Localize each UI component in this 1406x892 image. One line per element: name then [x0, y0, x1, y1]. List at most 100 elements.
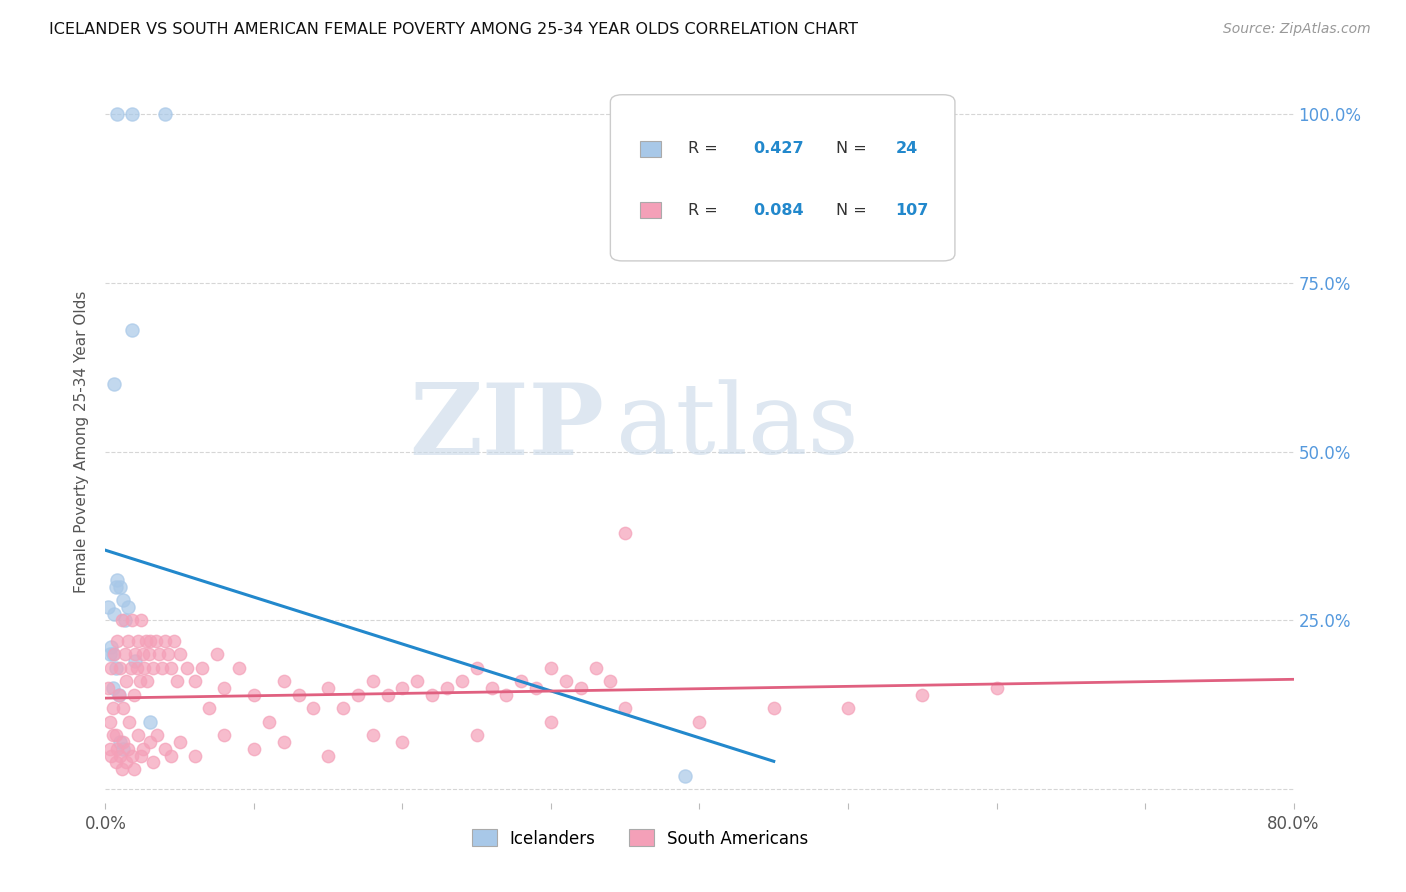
Point: [124, 647, 146, 661]
Point: [129, 748, 152, 763]
Point: [169, 735, 191, 749]
Point: [316, 681, 339, 695]
Point: [287, 688, 309, 702]
Point: [166, 674, 188, 689]
Point: [112, 593, 135, 607]
Point: [132, 661, 155, 675]
Point: [142, 756, 165, 770]
Point: [153, 107, 176, 121]
Point: [103, 647, 125, 661]
Point: [159, 748, 181, 763]
Point: [103, 607, 125, 621]
Point: [122, 688, 145, 702]
Point: [131, 741, 153, 756]
Point: [138, 647, 160, 661]
Point: [100, 661, 122, 675]
Point: [273, 674, 295, 689]
Point: [136, 674, 159, 689]
Point: [153, 633, 176, 648]
Point: [243, 688, 266, 702]
Point: [156, 647, 179, 661]
Point: [108, 688, 131, 702]
Point: [110, 580, 132, 594]
Point: [110, 748, 132, 763]
Point: [101, 647, 124, 661]
FancyBboxPatch shape: [640, 141, 661, 157]
Point: [104, 756, 127, 770]
Point: [115, 674, 138, 689]
Point: [97, 599, 120, 614]
Text: 0.084: 0.084: [754, 202, 804, 218]
Point: [101, 728, 124, 742]
Point: [391, 735, 413, 749]
Point: [495, 688, 517, 702]
Point: [150, 661, 173, 675]
Point: [911, 688, 934, 702]
Point: [105, 633, 128, 648]
Point: [139, 735, 162, 749]
FancyBboxPatch shape: [640, 202, 661, 219]
Point: [117, 599, 139, 614]
Point: [145, 633, 167, 648]
Text: ICELANDER VS SOUTH AMERICAN FEMALE POVERTY AMONG 25-34 YEAR OLDS CORRELATION CHA: ICELANDER VS SOUTH AMERICAN FEMALE POVER…: [49, 22, 858, 37]
Text: Source: ZipAtlas.com: Source: ZipAtlas.com: [1223, 22, 1371, 37]
Point: [585, 661, 607, 675]
Point: [420, 688, 443, 702]
Point: [117, 633, 139, 648]
Point: [554, 674, 576, 689]
Point: [257, 714, 280, 729]
Point: [316, 748, 339, 763]
Point: [104, 661, 127, 675]
Point: [124, 654, 146, 668]
Point: [101, 681, 124, 695]
Text: ZIP: ZIP: [409, 378, 605, 475]
Point: [118, 714, 141, 729]
Point: [112, 741, 135, 756]
Legend: Icelanders, South Americans: Icelanders, South Americans: [463, 821, 817, 856]
Text: 107: 107: [896, 202, 929, 218]
Point: [159, 661, 181, 675]
Text: 24: 24: [896, 142, 918, 156]
Point: [614, 525, 637, 540]
Point: [214, 728, 236, 742]
Point: [97, 681, 120, 695]
Point: [128, 674, 150, 689]
Point: [121, 748, 143, 763]
Point: [986, 681, 1008, 695]
Point: [510, 674, 533, 689]
Point: [110, 661, 132, 675]
Point: [391, 681, 413, 695]
Point: [104, 580, 127, 594]
Point: [146, 728, 169, 742]
Point: [103, 377, 125, 392]
Point: [243, 741, 266, 756]
Point: [361, 674, 384, 689]
Point: [837, 701, 859, 715]
Point: [104, 728, 127, 742]
Point: [139, 633, 162, 648]
Point: [112, 701, 135, 715]
Point: [689, 714, 711, 729]
Point: [406, 674, 429, 689]
Point: [129, 614, 152, 628]
Point: [98, 741, 121, 756]
Point: [465, 728, 488, 742]
Point: [127, 728, 149, 742]
Point: [127, 633, 149, 648]
Text: 0.427: 0.427: [754, 142, 804, 156]
Point: [191, 661, 214, 675]
Point: [205, 647, 228, 661]
Point: [228, 661, 250, 675]
Point: [111, 762, 134, 776]
Point: [121, 614, 143, 628]
Point: [273, 735, 295, 749]
Point: [436, 681, 458, 695]
Point: [101, 701, 124, 715]
Point: [105, 573, 128, 587]
Point: [125, 661, 148, 675]
Point: [105, 741, 128, 756]
Point: [214, 681, 236, 695]
Point: [114, 614, 136, 628]
Point: [540, 661, 562, 675]
Point: [302, 701, 325, 715]
